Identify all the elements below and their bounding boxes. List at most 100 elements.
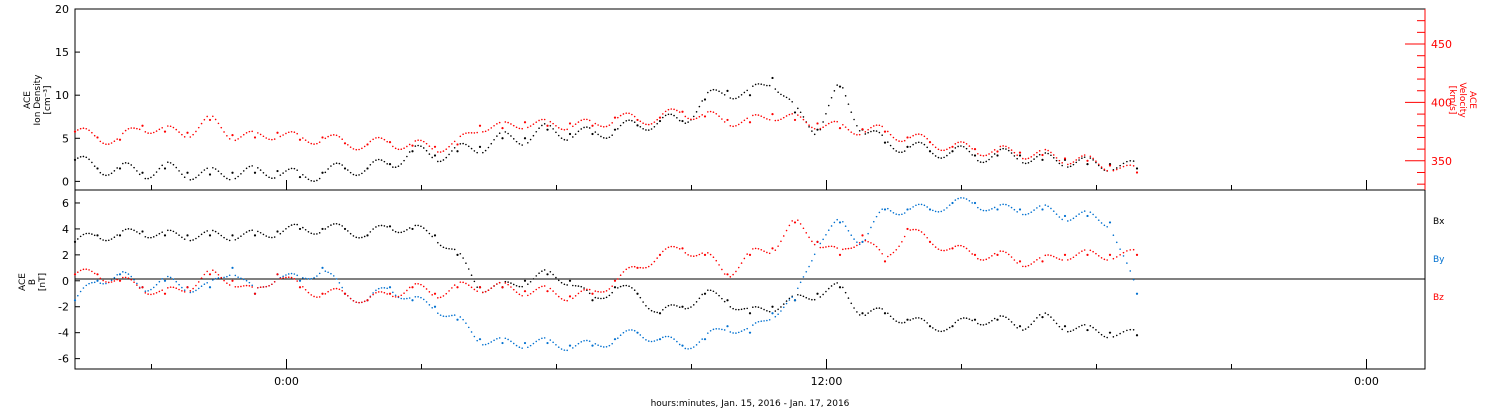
- data-point: [186, 171, 189, 174]
- data-point: [560, 348, 563, 350]
- data-point: [487, 289, 490, 291]
- data-point: [262, 286, 265, 288]
- data-point: [999, 250, 1002, 252]
- data-point: [1005, 145, 1007, 148]
- data-point: [186, 234, 189, 237]
- data-point: [532, 290, 535, 293]
- data-point: [881, 134, 883, 136]
- data-point: [684, 347, 687, 350]
- data-point: [1067, 166, 1069, 168]
- data-point: [169, 162, 172, 164]
- data-point: [316, 233, 318, 235]
- data-point: [451, 150, 453, 152]
- data-point: [647, 265, 650, 268]
- data-point: [1022, 265, 1024, 268]
- data-point: [703, 98, 707, 101]
- data-point: [1092, 157, 1094, 160]
- data-point: [1132, 160, 1135, 162]
- data-point: [965, 147, 968, 150]
- data-point: [932, 209, 934, 212]
- data-point: [805, 121, 808, 124]
- data-point: [493, 285, 495, 287]
- data-point: [383, 225, 386, 227]
- data-point: [347, 143, 349, 146]
- data-point: [667, 108, 670, 111]
- data-point: [889, 253, 892, 256]
- data-point: [1089, 155, 1092, 158]
- data-point: [1067, 259, 1069, 261]
- data-point: [192, 287, 194, 290]
- data-point: [881, 308, 883, 310]
- data-point: [110, 279, 113, 282]
- data-point: [127, 162, 130, 165]
- data-point: [1061, 328, 1063, 331]
- data-point: [962, 197, 965, 199]
- data-point: [448, 153, 450, 156]
- data-point: [189, 179, 192, 181]
- data-point: [343, 167, 347, 170]
- data-point: [504, 282, 507, 284]
- data-point: [631, 113, 633, 116]
- data-point: [237, 175, 239, 178]
- data-point: [408, 227, 411, 229]
- data-point: [1078, 159, 1080, 161]
- data-point: [777, 119, 779, 122]
- data-point: [105, 239, 107, 242]
- data-point: [321, 136, 324, 139]
- data-point: [420, 145, 422, 147]
- data-point: [619, 114, 622, 117]
- field-tick-label: 0: [62, 275, 69, 288]
- data-point: [1069, 258, 1072, 260]
- data-point: [510, 286, 512, 288]
- data-point: [658, 253, 662, 256]
- data-point: [1038, 150, 1041, 152]
- data-point: [628, 112, 630, 115]
- data-point: [91, 131, 93, 134]
- data-point: [1115, 241, 1118, 244]
- data-point: [400, 294, 403, 297]
- data-point: [1115, 167, 1118, 169]
- data-point: [557, 279, 560, 282]
- data-point: [982, 259, 985, 261]
- data-point: [684, 122, 687, 124]
- data-point: [523, 290, 527, 293]
- data-point: [813, 127, 816, 130]
- data-point: [740, 121, 743, 124]
- data-point: [861, 234, 864, 237]
- data-point: [1018, 260, 1022, 263]
- data-point: [563, 299, 566, 301]
- data-point: [1044, 204, 1047, 206]
- data-point: [605, 137, 608, 139]
- data-point: [917, 317, 920, 319]
- data-point: [459, 281, 462, 283]
- data-point: [1106, 259, 1108, 261]
- data-point: [678, 248, 681, 250]
- data-point: [358, 237, 360, 239]
- data-point: [881, 252, 883, 255]
- data-point: [1044, 312, 1047, 314]
- data-point: [572, 125, 574, 128]
- data-point: [647, 123, 650, 126]
- data-point: [307, 141, 310, 143]
- data-point: [1018, 208, 1022, 211]
- data-point: [73, 130, 77, 133]
- data-point: [847, 247, 850, 250]
- data-point: [875, 130, 878, 132]
- data-point: [861, 240, 864, 243]
- data-point: [664, 248, 667, 250]
- data-point: [242, 233, 245, 235]
- data-point: [259, 133, 262, 136]
- data-point: [324, 137, 327, 140]
- data-point: [827, 104, 830, 107]
- data-point: [380, 291, 383, 293]
- data-point: [864, 133, 867, 135]
- data-point: [611, 342, 613, 345]
- data-point: [223, 131, 225, 133]
- data-point: [1112, 257, 1115, 260]
- data-point: [785, 300, 788, 302]
- data-point: [613, 286, 617, 289]
- data-point: [203, 118, 206, 121]
- data-point: [532, 278, 535, 280]
- data-point: [613, 128, 617, 131]
- data-point: [122, 132, 124, 135]
